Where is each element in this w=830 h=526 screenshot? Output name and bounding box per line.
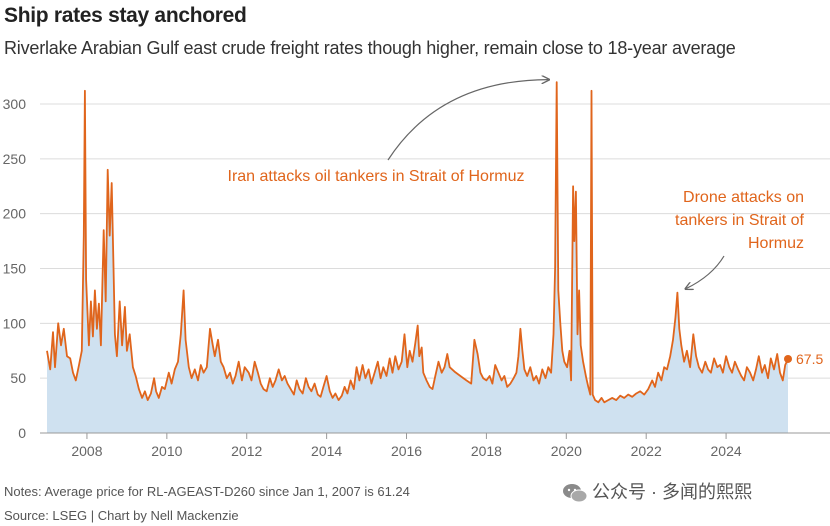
x-axis: 2008 2010 2012 2014 2016 2018 2020 2022 2024 bbox=[71, 433, 742, 459]
y-tick-label: 300 bbox=[3, 96, 27, 112]
y-tick-label: 50 bbox=[10, 370, 26, 386]
y-axis: 0 50 100 150 200 250 300 bbox=[3, 96, 27, 441]
x-tick-label: 2024 bbox=[711, 443, 742, 459]
x-tick-label: 2022 bbox=[631, 443, 662, 459]
annotation-iran-attacks: Iran attacks oil tankers in Strait of Ho… bbox=[228, 168, 525, 185]
y-tick-label: 200 bbox=[3, 206, 27, 222]
x-tick-label: 2010 bbox=[151, 443, 182, 459]
chart-title: Ship rates stay anchored bbox=[4, 4, 247, 27]
rate-area-fill bbox=[47, 82, 788, 433]
x-tick-label: 2016 bbox=[391, 443, 422, 459]
gridlines bbox=[40, 103, 830, 379]
annotation-arrow bbox=[686, 255, 725, 289]
y-tick-label: 150 bbox=[3, 261, 27, 277]
wechat-icon bbox=[563, 484, 588, 503]
annotation-arrow bbox=[387, 80, 548, 161]
annotation-drone-attacks-line: Drone attacks on bbox=[683, 189, 804, 206]
x-tick-label: 2018 bbox=[471, 443, 502, 459]
x-tick-label: 2008 bbox=[71, 443, 102, 459]
end-value-label: 67.5 bbox=[796, 351, 823, 367]
annotation-drone-attacks-line: tankers in Strait of bbox=[675, 212, 805, 229]
y-tick-label: 100 bbox=[3, 315, 27, 331]
watermark: 公众号 · 多闻的熙熙 bbox=[562, 478, 752, 504]
y-tick-label: 0 bbox=[18, 425, 26, 441]
x-tick-label: 2020 bbox=[551, 443, 582, 459]
chart-subtitle: Riverlake Arabian Gulf east crude freigh… bbox=[4, 38, 736, 58]
watermark-text: 公众号 · 多闻的熙熙 bbox=[592, 482, 752, 502]
rate-series-line bbox=[46, 81, 789, 404]
x-tick-label: 2012 bbox=[231, 443, 262, 459]
x-tick-label: 2014 bbox=[311, 443, 342, 459]
end-value-dot bbox=[784, 354, 793, 363]
chart-notes: Notes: Average price for RL-AGEAST-D260 … bbox=[4, 484, 410, 499]
chart-source: Source: LSEG | Chart by Nell Mackenzie bbox=[4, 508, 239, 523]
y-tick-label: 250 bbox=[3, 151, 27, 167]
annotation-drone-attacks-line: Hormuz bbox=[748, 235, 804, 252]
annotations: Iran attacks oil tankers in Strait of Ho… bbox=[228, 80, 805, 289]
